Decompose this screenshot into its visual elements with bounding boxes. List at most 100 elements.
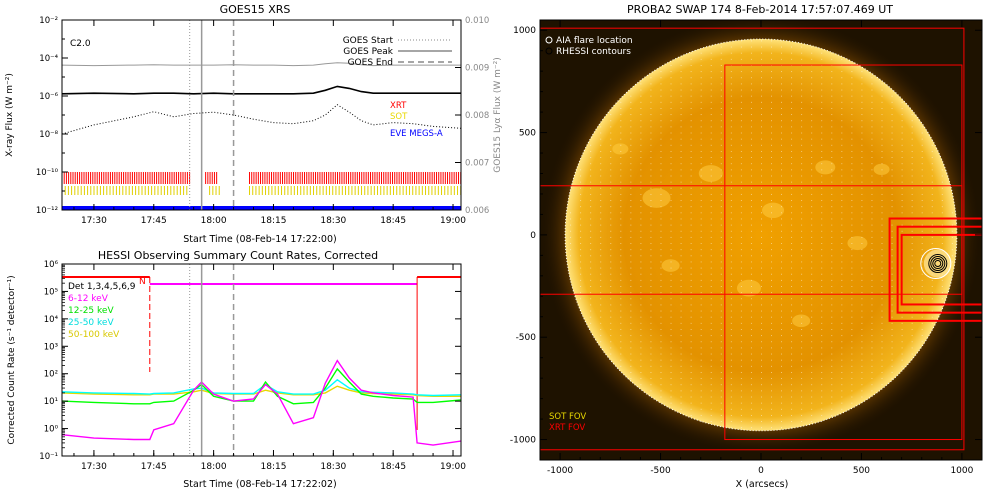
grid-dot <box>660 120 662 122</box>
grid-dot <box>690 83 692 85</box>
grid-dot <box>720 101 722 103</box>
grid-dot <box>610 249 612 251</box>
grid-dot <box>700 89 702 91</box>
grid-dot <box>841 298 843 300</box>
grid-dot <box>640 200 642 201</box>
grid-dot <box>941 224 943 226</box>
grid-dot <box>761 322 762 324</box>
grid-dot <box>730 286 732 287</box>
grid-dot <box>881 230 883 232</box>
grid-dot <box>610 200 612 201</box>
grid-dot <box>720 175 722 177</box>
grid-dot <box>841 236 843 238</box>
grid-dot <box>670 218 672 220</box>
grid-dot <box>620 175 622 177</box>
grid-dot <box>871 249 873 251</box>
grid-dot <box>781 421 782 423</box>
grid-dot <box>761 77 762 79</box>
grid-dot <box>851 286 853 287</box>
grid-dot <box>670 365 672 367</box>
grid-dot <box>781 187 782 189</box>
grid-dot <box>851 329 853 330</box>
grid-dot <box>821 95 823 97</box>
grid-dot <box>600 132 602 134</box>
grid-dot <box>650 132 652 134</box>
grid-dot <box>620 163 622 165</box>
grid-dot <box>791 163 793 165</box>
grid-dot <box>650 304 652 306</box>
grid-dot <box>640 378 642 380</box>
grid-dot <box>700 193 702 195</box>
grid-dot <box>761 206 762 208</box>
grid-dot <box>801 414 803 416</box>
grid-dot <box>730 347 732 349</box>
grid-dot <box>871 273 873 275</box>
grid-dot <box>600 157 602 159</box>
grid-dot <box>630 169 632 171</box>
grid-dot <box>821 390 823 392</box>
grid-dot <box>931 230 933 232</box>
grid-dot <box>761 292 762 294</box>
grid-dot <box>871 286 873 287</box>
grid-dot <box>891 181 893 183</box>
grid-dot <box>851 335 853 337</box>
grid-dot <box>670 402 672 404</box>
grid-dot <box>801 150 803 152</box>
grid-dot <box>750 414 752 416</box>
grid-dot <box>680 71 682 73</box>
grid-dot <box>771 95 772 97</box>
grid-dot <box>710 71 712 73</box>
grid-dot <box>650 286 652 287</box>
grid-dot <box>851 279 853 281</box>
grid-dot <box>620 298 622 300</box>
grid-dot <box>911 316 913 318</box>
grid-dot <box>801 316 803 318</box>
grid-dot <box>630 298 632 300</box>
grid-dot <box>630 335 632 337</box>
grid-dot <box>791 181 793 183</box>
grid-dot <box>690 157 692 159</box>
grid-dot <box>891 316 893 318</box>
grid-dot <box>801 114 803 116</box>
goes-x-tick-label: 18:15 <box>261 216 287 226</box>
grid-dot <box>650 193 652 195</box>
grid-dot <box>911 120 913 122</box>
grid-dot <box>811 138 813 140</box>
grid-dot <box>871 353 873 355</box>
grid-dot <box>730 58 732 60</box>
grid-dot <box>590 169 592 171</box>
grid-dot <box>921 150 923 152</box>
grid-dot <box>891 150 893 152</box>
grid-dot <box>771 249 772 251</box>
grid-dot <box>730 138 732 140</box>
grid-dot <box>831 157 833 159</box>
grid-dot <box>730 279 732 281</box>
grid-dot <box>580 187 582 189</box>
grid-dot <box>771 316 772 318</box>
grid-dot <box>831 77 833 79</box>
grid-dot <box>730 200 732 201</box>
grid-dot <box>670 304 672 306</box>
goes-legend: GOES Start GOES Peak GOES End <box>343 36 452 68</box>
swap-title: PROBA2 SWAP 174 8-Feb-2014 17:57:07.469 … <box>627 3 893 16</box>
grid-dot <box>761 384 762 386</box>
grid-dot <box>610 114 612 116</box>
grid-dot <box>811 292 813 294</box>
grid-dot <box>911 286 913 287</box>
grid-dot <box>620 261 622 263</box>
grid-dot <box>730 353 732 355</box>
grid-dot <box>771 169 772 171</box>
grid-dot <box>761 230 762 232</box>
grid-dot <box>660 396 662 398</box>
grid-dot <box>690 273 692 275</box>
grid-dot <box>841 77 843 79</box>
grid-dot <box>720 402 722 404</box>
grid-dot <box>580 224 582 226</box>
grid-dot <box>951 261 953 263</box>
grid-dot <box>851 353 853 355</box>
grid-dot <box>600 200 602 201</box>
grid-dot <box>931 206 933 208</box>
grid-dot <box>720 359 722 361</box>
grid-dot <box>750 341 752 343</box>
grid-dot <box>761 304 762 306</box>
